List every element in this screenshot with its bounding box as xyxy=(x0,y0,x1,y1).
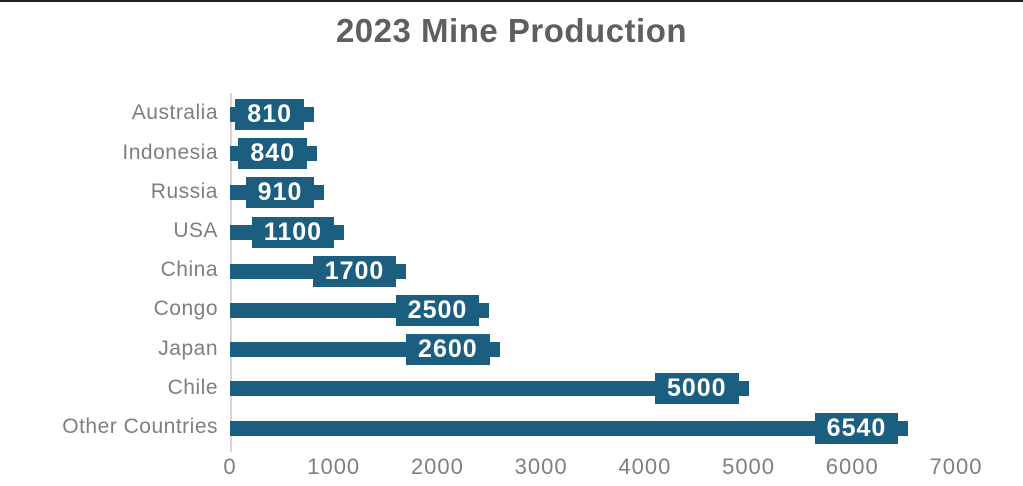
category-label: China xyxy=(160,258,218,282)
data-label: 5000 xyxy=(654,373,739,405)
category-label: Australia xyxy=(131,101,218,125)
category-label: Other Countries xyxy=(62,415,218,439)
x-axis-tick-label: 3000 xyxy=(514,454,568,479)
category-label: Congo xyxy=(153,297,218,321)
data-label: 1700 xyxy=(312,255,397,287)
data-label: 810 xyxy=(235,98,305,130)
x-axis-tick-label: 4000 xyxy=(618,454,672,479)
data-label: 1100 xyxy=(251,216,335,248)
bar xyxy=(230,381,749,397)
bar-row: Congo 2500 xyxy=(0,291,1023,330)
chart-title: 2023 Mine Production xyxy=(335,12,688,49)
data-label: 2500 xyxy=(395,294,480,326)
bar-row: China 1700 xyxy=(0,252,1023,291)
category-label: Russia xyxy=(150,179,218,203)
category-label: Japan xyxy=(158,336,218,360)
bar-row: USA 1100 xyxy=(0,213,1023,252)
x-axis-tick-label: 6000 xyxy=(825,454,879,479)
category-label: USA xyxy=(173,219,218,243)
data-label: 910 xyxy=(245,177,315,209)
bar-row: Australia 810 xyxy=(0,95,1023,134)
bar-row: Chile 5000 xyxy=(0,369,1023,408)
data-label: 2600 xyxy=(406,334,490,366)
x-axis-tick-label: 7000 xyxy=(929,454,983,479)
bar-row: Other Countries 6540 xyxy=(0,409,1023,448)
bar-row: Japan 2600 xyxy=(0,330,1023,369)
data-label: 840 xyxy=(238,138,308,170)
bar xyxy=(230,420,909,436)
x-axis-tick-label: 5000 xyxy=(722,454,776,479)
bar-row: Indonesia 840 xyxy=(0,134,1023,173)
x-axis-tick-label: 1000 xyxy=(307,454,361,479)
x-axis-tick-label: 2000 xyxy=(410,454,464,479)
bar-row: Russia 910 xyxy=(0,173,1023,212)
data-label: 6540 xyxy=(814,412,899,444)
category-label: Chile xyxy=(167,375,218,399)
x-axis-tick-label: 0 xyxy=(223,454,237,479)
category-label: Indonesia xyxy=(122,140,218,164)
top-border-line xyxy=(0,0,1023,2)
